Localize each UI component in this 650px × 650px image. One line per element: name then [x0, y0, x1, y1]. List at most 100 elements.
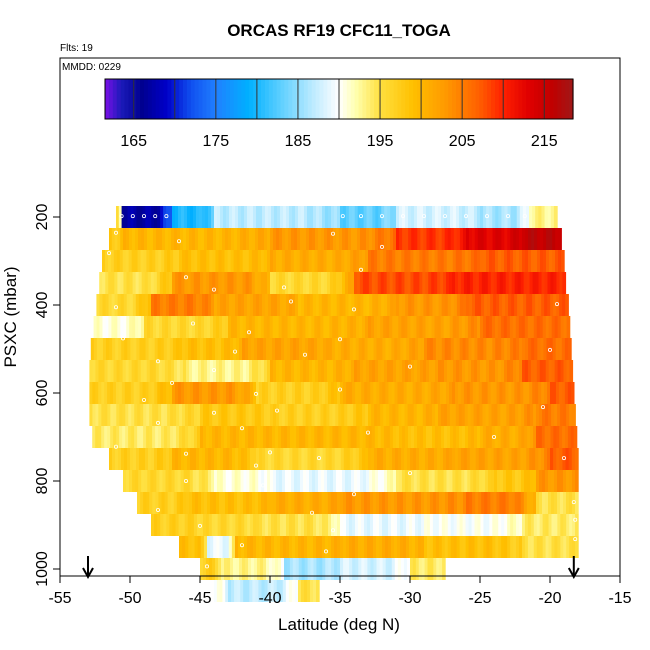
- heatmap-cell: [507, 360, 511, 382]
- heatmap-cell: [466, 272, 471, 294]
- heatmap-cell: [471, 206, 475, 228]
- heatmap-cell: [328, 338, 333, 360]
- heatmap-cell: [368, 404, 372, 426]
- heatmap-cell: [372, 206, 377, 228]
- heatmap-cell: [248, 250, 253, 272]
- heatmap-cell: [420, 360, 424, 382]
- heatmap-cell: [269, 338, 273, 360]
- heatmap-cell: [453, 338, 458, 360]
- heatmap-cell: [234, 580, 238, 602]
- heatmap-cell: [531, 250, 535, 272]
- heatmap-cell: [160, 382, 164, 404]
- heatmap-cell: [184, 206, 188, 228]
- heatmap-cell: [184, 382, 188, 404]
- heatmap-cell: [187, 514, 192, 536]
- heatmap-cell: [351, 294, 356, 316]
- heatmap-cell: [375, 228, 379, 250]
- heatmap-cell: [130, 448, 134, 470]
- heatmap-cell: [295, 558, 300, 580]
- colorbar-swatch: [276, 79, 282, 119]
- colorbar-swatch: [506, 79, 512, 119]
- heatmap-cell: [518, 426, 522, 448]
- heatmap-cell: [256, 514, 260, 536]
- heatmap-cell: [388, 514, 392, 536]
- heatmap-cell: [557, 514, 562, 536]
- heatmap-cell: [174, 228, 178, 250]
- heatmap-cell: [261, 228, 265, 250]
- heatmap-cell: [533, 360, 538, 382]
- heatmap-cell: [328, 558, 332, 580]
- heatmap-cell: [102, 338, 107, 360]
- heatmap-cell: [161, 250, 165, 272]
- heatmap-cell: [458, 250, 463, 272]
- sample-point: [153, 214, 158, 219]
- heatmap-cell: [375, 360, 379, 382]
- heatmap-cell: [154, 206, 158, 228]
- colorbar-swatch: [151, 79, 157, 119]
- heatmap-cell: [492, 360, 496, 382]
- heatmap-cell: [390, 228, 394, 250]
- heatmap-cell: [383, 448, 387, 470]
- sample-point: [407, 364, 412, 369]
- heatmap-cell: [481, 448, 486, 470]
- heatmap-cell: [239, 316, 244, 338]
- heatmap-cell: [167, 426, 171, 448]
- heatmap-cell: [432, 338, 437, 360]
- heatmap-cell: [107, 360, 112, 382]
- heatmap-cell: [302, 250, 307, 272]
- heatmap-cell: [494, 404, 499, 426]
- heatmap-cell: [420, 228, 425, 250]
- heatmap-cell: [215, 426, 219, 448]
- heatmap-cell: [547, 294, 551, 316]
- heatmap-cell: [472, 492, 476, 514]
- heatmap-cell: [221, 404, 226, 426]
- heatmap-cell: [235, 206, 239, 228]
- heatmap-cell: [487, 382, 492, 404]
- heatmap-cell: [562, 272, 567, 294]
- heatmap-cell: [366, 228, 370, 250]
- arrow-marker: [567, 556, 580, 580]
- heatmap-cell: [331, 558, 335, 580]
- heatmap-cell: [440, 404, 445, 426]
- heatmap-cell: [560, 492, 564, 514]
- heatmap-cell: [99, 316, 104, 338]
- heatmap-cell: [181, 294, 185, 316]
- heatmap-cell: [294, 360, 298, 382]
- heatmap-cell: [185, 250, 189, 272]
- heatmap-cell: [151, 514, 155, 536]
- heatmap-cell: [453, 228, 458, 250]
- heatmap-cell: [491, 470, 495, 492]
- heatmap-cell: [243, 470, 248, 492]
- heatmap-cell: [305, 250, 310, 272]
- heatmap-cell: [508, 272, 513, 294]
- sample-point: [505, 214, 510, 219]
- heatmap-cell: [197, 250, 201, 272]
- heatmap-cell: [391, 536, 395, 558]
- heatmap-cell: [345, 360, 349, 382]
- heatmap-cell: [123, 228, 127, 250]
- heatmap-cell: [407, 404, 412, 426]
- heatmap-cell: [237, 360, 241, 382]
- heatmap-cell: [157, 448, 161, 470]
- heatmap-cell: [254, 316, 259, 338]
- heatmap-cell: [155, 250, 159, 272]
- heatmap-cell: [301, 558, 306, 580]
- heatmap-cell: [197, 404, 201, 426]
- heatmap-cell: [340, 338, 345, 360]
- heatmap-cell: [207, 536, 211, 558]
- heatmap-cell: [426, 536, 431, 558]
- heatmap-cell: [213, 492, 217, 514]
- heatmap-cell: [375, 470, 379, 492]
- heatmap-cell: [361, 448, 366, 470]
- heatmap-cell: [317, 338, 321, 360]
- heatmap-cell: [440, 250, 445, 272]
- heatmap-cell: [105, 272, 109, 294]
- heatmap-cell: [322, 536, 326, 558]
- heatmap-cell: [499, 492, 504, 514]
- heatmap-cell: [157, 382, 161, 404]
- heatmap-cell: [236, 272, 241, 294]
- heatmap-cell: [116, 426, 120, 448]
- heatmap-cell: [450, 536, 455, 558]
- heatmap-cell: [337, 448, 342, 470]
- heatmap-cell: [522, 250, 526, 272]
